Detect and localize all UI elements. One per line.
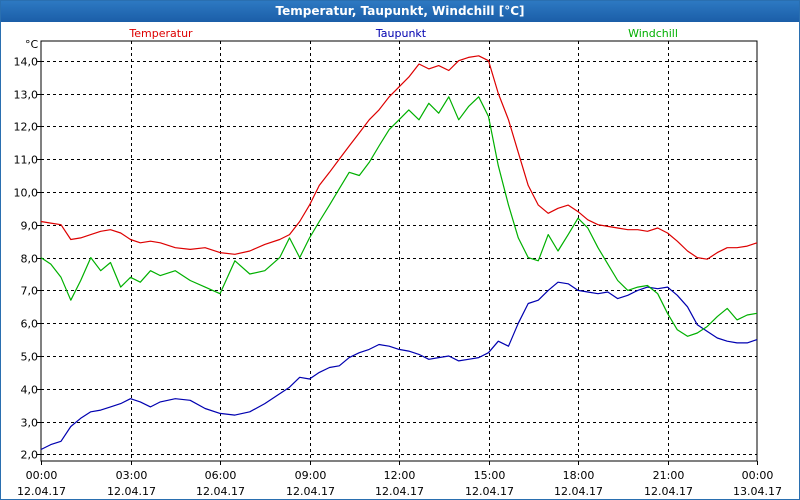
x-tick-time: 12:00 [384,469,416,482]
x-tick-time: 00:00 [26,469,58,482]
legend-label-windchill: Windchill [628,27,678,40]
y-tick-label: 11,0 [14,154,39,167]
series-lines [40,55,758,451]
x-tick-date: 12.04.17 [554,485,603,498]
y-tick-label: 14,0 [14,56,39,69]
x-tick-date: 12.04.17 [465,485,514,498]
x-tick-date: 12.04.17 [286,485,335,498]
x-tick-time: 00:00 [742,469,774,482]
y-tick-label: 2,0 [21,449,39,462]
x-tick-date: 12.04.17 [17,485,66,498]
x-tick-time: 03:00 [116,469,148,482]
y-tick-label: 3,0 [21,417,39,430]
series-line-taupunkt [40,281,758,451]
x-tick-date: 12.04.17 [107,485,156,498]
x-tick-date: 13.04.17 [733,485,782,498]
y-tick-label: 9,0 [21,220,39,233]
x-tick-date: 12.04.17 [375,485,424,498]
series-line-windchill [40,96,758,337]
x-tick-date: 12.04.17 [644,485,693,498]
y-tick-label: 6,0 [21,318,39,331]
legend-label-taupunkt: Taupunkt [375,27,427,40]
y-tick-label: 13,0 [14,89,39,102]
legend-label-temperatur: Temperatur [128,27,193,40]
x-tick-time: 15:00 [474,469,506,482]
y-tick-label: 5,0 [21,351,39,364]
y-tick-label: 8,0 [21,253,39,266]
series-line-temperatur [40,55,758,260]
y-tick-label: 7,0 [21,285,39,298]
x-tick-time: 21:00 [653,469,685,482]
y-tick-label: 10,0 [14,187,39,200]
y-tick-label: 4,0 [21,384,39,397]
chart-title: Temperatur, Taupunkt, Windchill [°C] [1,1,799,22]
legend: Temperatur Taupunkt Windchill [128,27,678,40]
x-tick-time: 09:00 [295,469,327,482]
y-axis-label: °C [25,38,39,51]
x-tick-time: 18:00 [563,469,595,482]
axis-labels: 2,0 3,0 4,0 5,0 6,0 7,0 8,0 9,0 10,0 11,0 12,0 13,0… [14,38,782,498]
x-tick-date: 12.04.17 [196,485,245,498]
grid [37,40,758,465]
y-tick-label: 12,0 [14,121,39,134]
x-tick-time: 06:00 [205,469,237,482]
